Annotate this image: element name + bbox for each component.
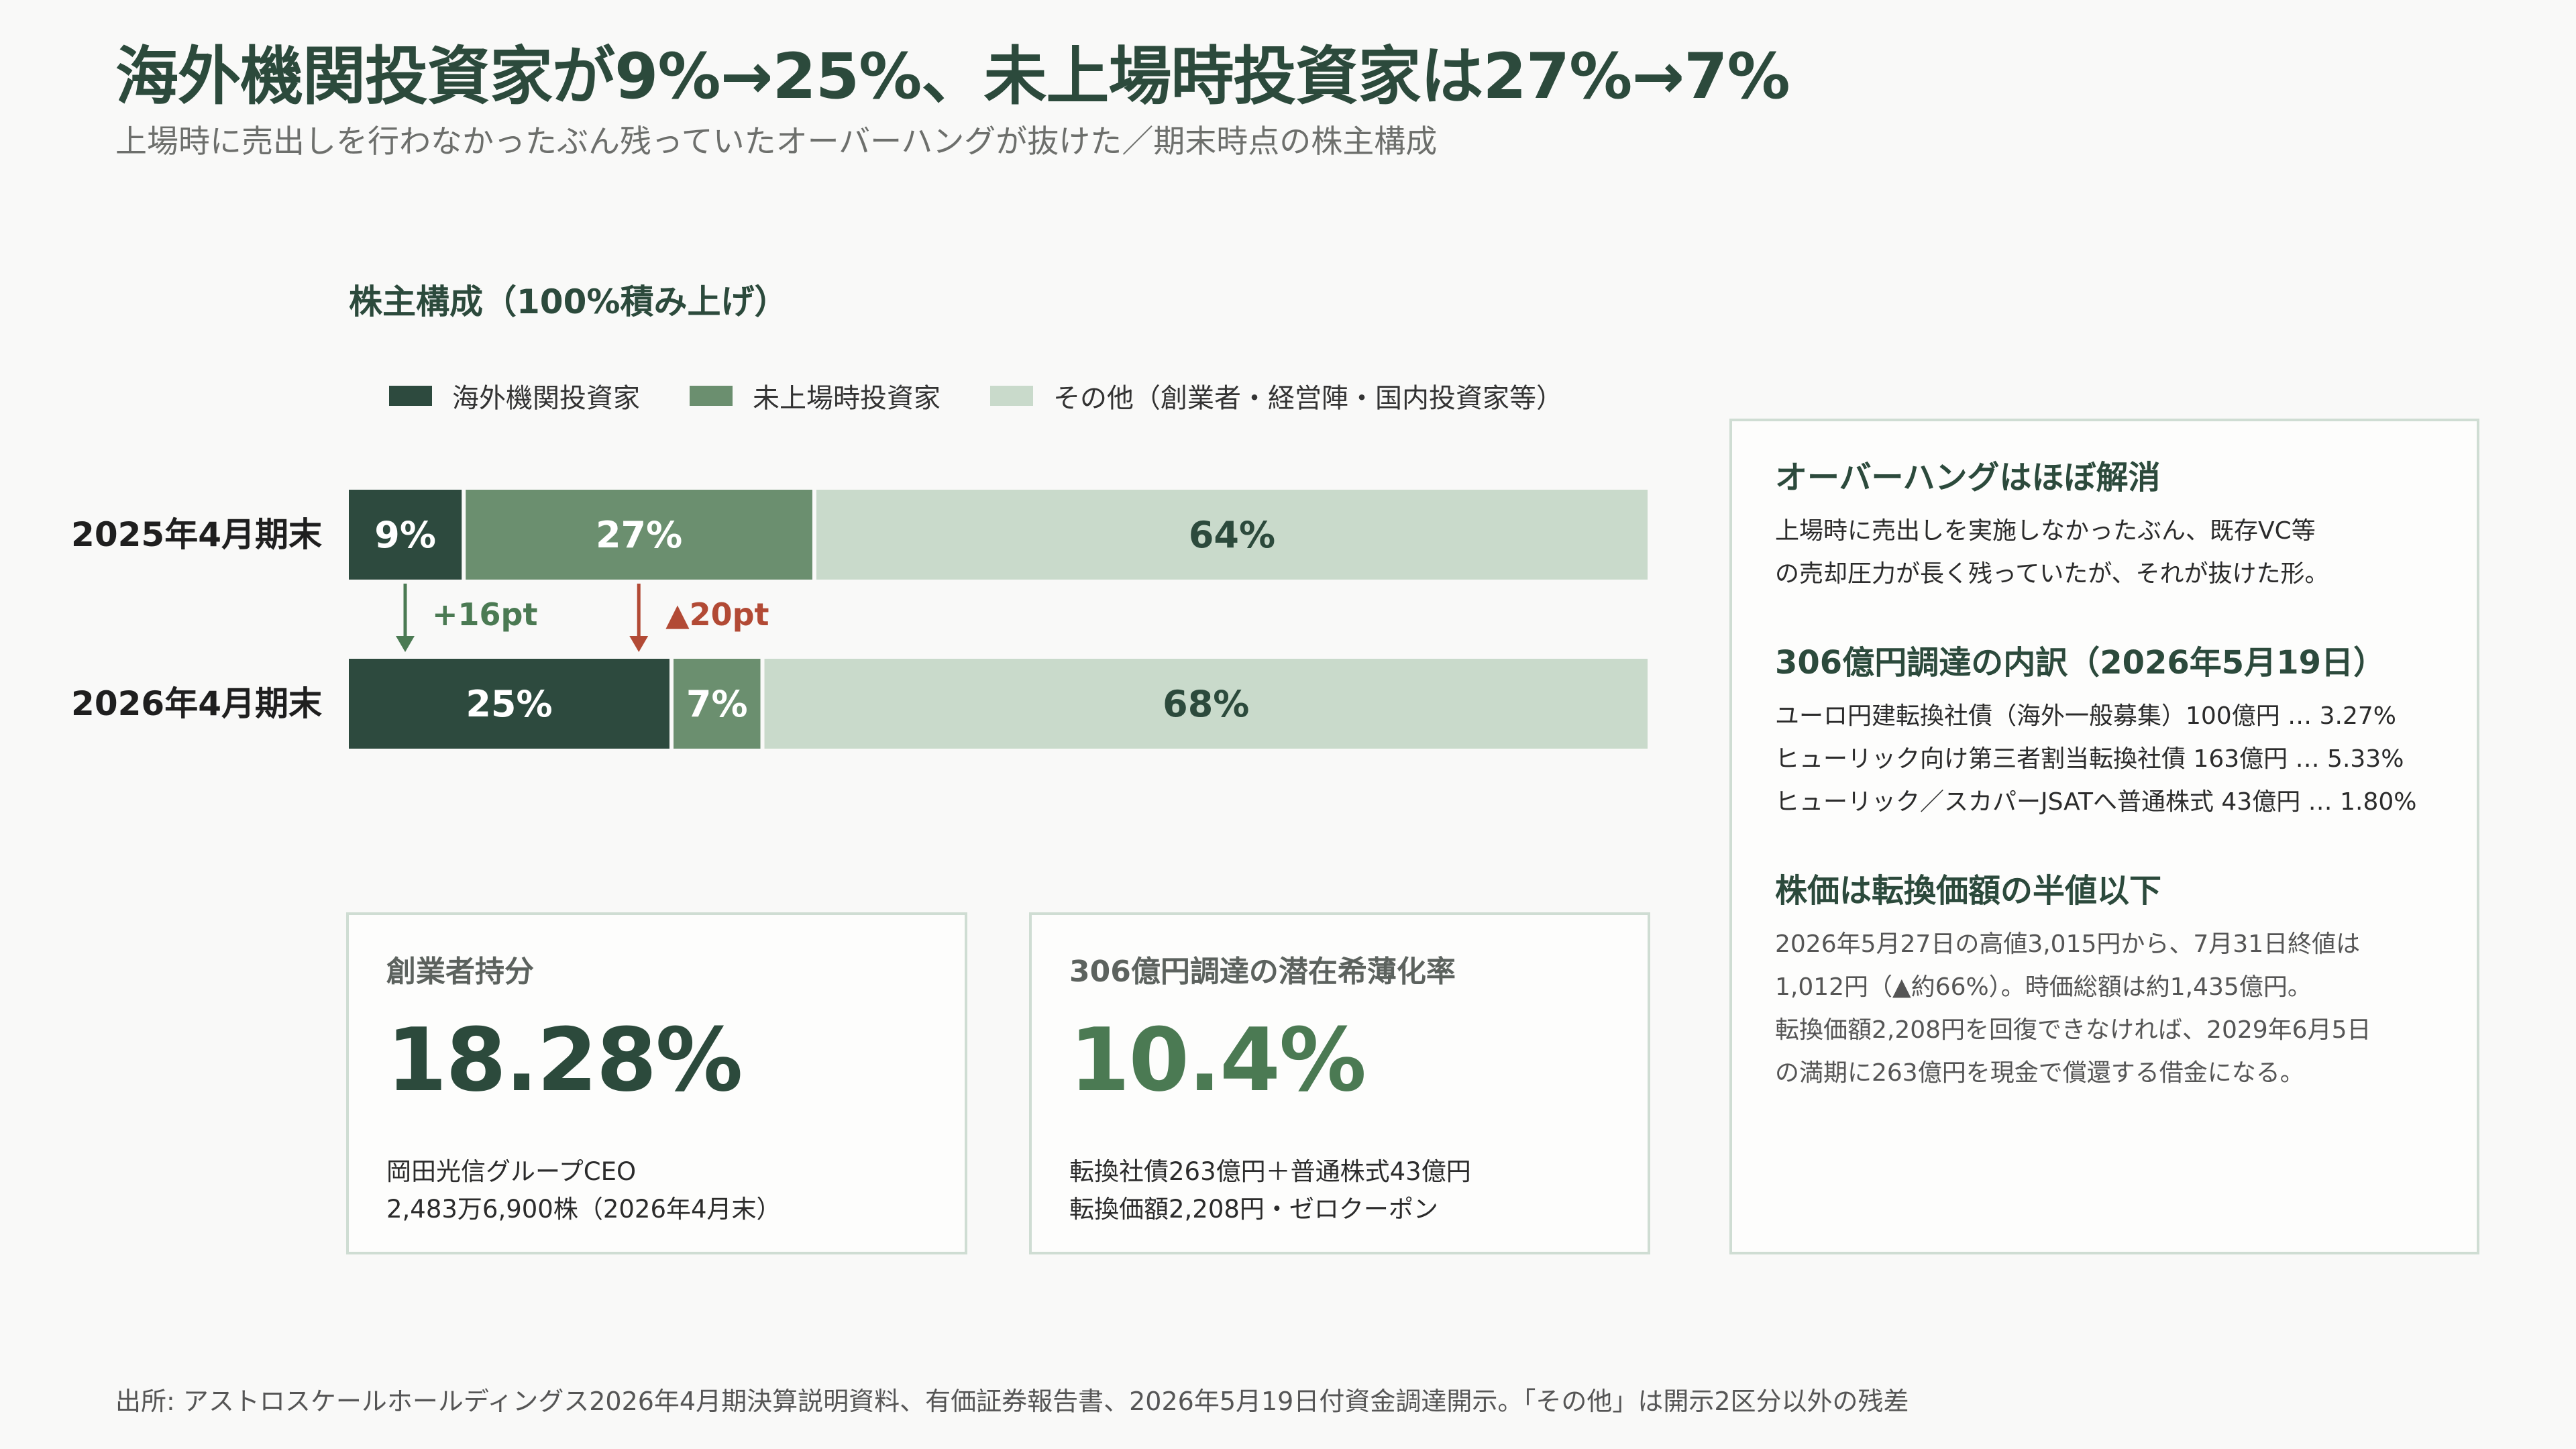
data-label: 68% [1163, 683, 1249, 725]
page-title: 海外機関投資家が9%→25%、未上場時投資家は27%→7% [115, 40, 1790, 113]
funding-breakdown-line1: ユーロ円建転換社債（海外一般募集）100億円 … 3.27% [1775, 702, 2396, 730]
chart-legend: 海外機関投資家 未上場時投資家 その他（創業者・経営陣・国内投資家等） [389, 377, 1613, 415]
change-label: +16pt [432, 596, 537, 633]
page-subtitle: 上場時に売出しを行わなかったぶん残っていたオーバーハングが抜けた／期末時点の株主… [115, 123, 1438, 160]
legend-label-foreign: 海外機関投資家 [452, 383, 640, 414]
category-label: 2025年4月期末 [71, 515, 322, 554]
data-label: 25% [466, 683, 552, 725]
bar-segment [466, 490, 812, 580]
change-label: ▲20pt [665, 596, 769, 633]
legend-swatch-foreign [389, 386, 432, 406]
bar-segment [349, 490, 462, 580]
founder-card-line1: 岡田光信グループCEO [386, 1157, 637, 1186]
founder-stake-card: 創業者持分 18.28% 岡田光信グループCEO 2,483万6,900株（20… [346, 912, 967, 1254]
change-arrow-head [396, 636, 415, 652]
data-label: 7% [686, 683, 748, 725]
bar-segment [674, 659, 761, 749]
data-label: 27% [596, 514, 682, 556]
founder-card-line2: 2,483万6,900株（2026年4月末） [386, 1195, 782, 1224]
legend-swatch-other [990, 386, 1033, 406]
share-price-line2: 1,012円（▲約66%）。時価総額は約1,435億円。 [1775, 973, 2312, 1001]
legend-label-other: その他（創業者・経営陣・国内投資家等） [1053, 383, 1563, 414]
share-price-line1: 2026年5月27日の高値3,015円から、7月31日終値は [1775, 930, 2361, 958]
founder-card-heading: 創業者持分 [386, 955, 534, 989]
bar-segment [764, 659, 1648, 749]
legend-item-foreign: 海外機関投資家 [389, 376, 640, 415]
data-label: 9% [374, 514, 436, 556]
legend-swatch-preipo [690, 386, 733, 406]
overhang-heading: オーバーハングはほぼ解消 [1775, 459, 2161, 496]
commentary-panel: オーバーハングはほぼ解消 上場時に売出しを実施しなかったぶん、既存VC等 の売却… [1729, 419, 2479, 1254]
chart-title: 株主構成（100%積み上げ） [349, 282, 788, 321]
share-price-heading: 株価は転換価額の半値以下 [1775, 872, 2162, 910]
source-note: 出所: アストロスケールホールディングス2026年4月期決算説明資料、有価証券報… [115, 1387, 1909, 1416]
dilution-rate-value: 10.4% [1069, 1009, 1366, 1111]
category-label: 2026年4月期末 [71, 684, 322, 723]
bar-segment [816, 490, 1648, 580]
stacked-bar-chart: 2025年4月期末 9% 27% 64% 2026年4月期末 25% 7% 68% +16pt ▲… [71, 490, 1648, 749]
dilution-card-heading: 306億円調達の潜在希薄化率 [1069, 955, 1456, 989]
funding-breakdown-line3: ヒューリック／スカパーJSATへ普通株式 43億円 … 1.80% [1775, 788, 2417, 816]
funding-breakdown-line2: ヒューリック向け第三者割当転換社債 163億円 … 5.33% [1775, 745, 2404, 773]
bar-segment [349, 659, 669, 749]
dilution-card: 306億円調達の潜在希薄化率 10.4% 転換社債263億円＋普通株式43億円 … [1029, 912, 1650, 1254]
share-price-line3: 転換価額2,208円を回復できなければ、2029年6月5日 [1775, 1016, 2371, 1044]
dilution-card-line2: 転換価額2,208円・ゼロクーポン [1069, 1195, 1438, 1224]
legend-item-other: その他（創業者・経営陣・国内投資家等） [990, 376, 1563, 415]
legend-label-preipo: 未上場時投資家 [753, 383, 941, 414]
dilution-card-line1: 転換社債263億円＋普通株式43億円 [1069, 1157, 1471, 1186]
funding-breakdown-heading: 306億円調達の内訳（2026年5月19日） [1775, 644, 2385, 682]
legend-item-preipo: 未上場時投資家 [690, 376, 941, 415]
overhang-line2: の売却圧力が長く残っていたが、それが抜けた形。 [1775, 560, 2329, 588]
change-arrow-head [629, 636, 649, 652]
overhang-line1: 上場時に売出しを実施しなかったぶん、既存VC等 [1775, 517, 2316, 545]
founder-stake-value: 18.28% [386, 1009, 743, 1111]
share-price-line4: の満期に263億円を現金で償還する借金になる。 [1775, 1059, 2304, 1087]
data-label: 64% [1189, 514, 1275, 556]
